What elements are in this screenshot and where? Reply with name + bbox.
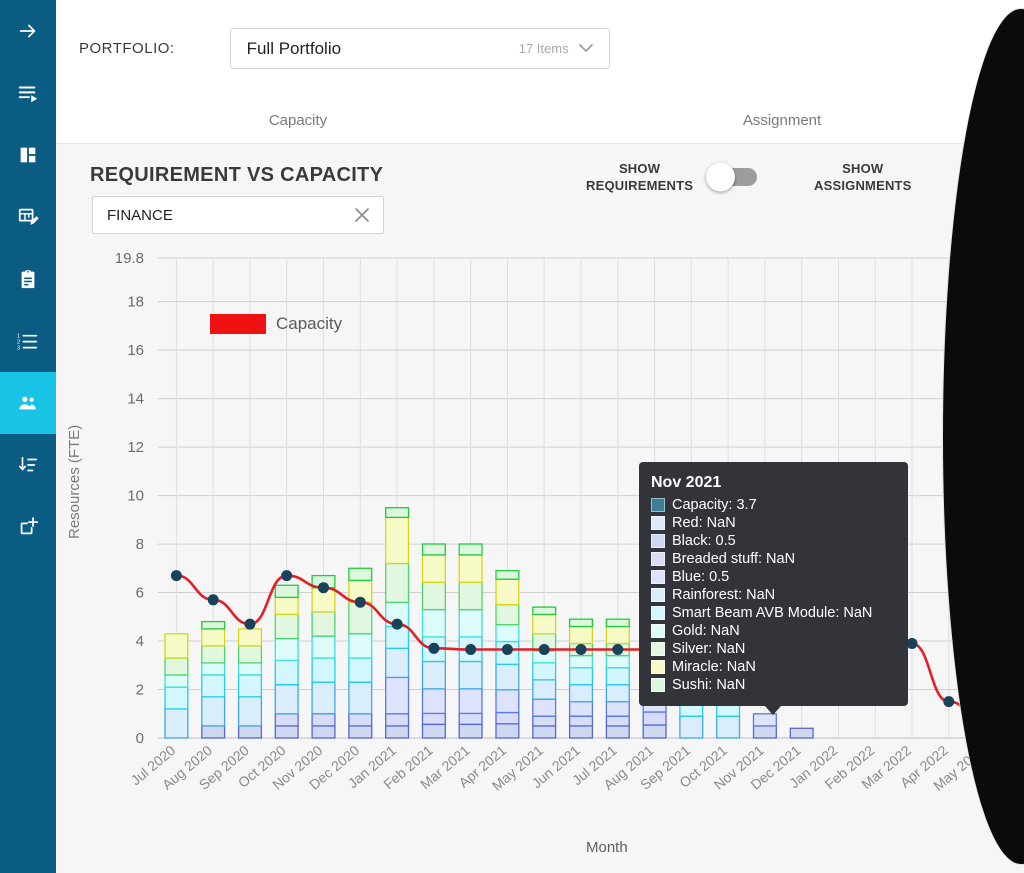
svg-text:8: 8 — [136, 536, 144, 553]
svg-text:10: 10 — [127, 488, 144, 505]
svg-text:2: 2 — [136, 682, 144, 699]
svg-text:6: 6 — [136, 585, 144, 602]
svg-text:12: 12 — [127, 439, 144, 456]
svg-text:14: 14 — [127, 391, 144, 408]
svg-text:3: 3 — [17, 346, 20, 352]
svg-text:0: 0 — [136, 730, 144, 747]
svg-text:16: 16 — [127, 342, 144, 359]
svg-text:18: 18 — [127, 294, 144, 311]
svg-text:19.8: 19.8 — [115, 250, 144, 267]
svg-text:4: 4 — [136, 633, 144, 650]
